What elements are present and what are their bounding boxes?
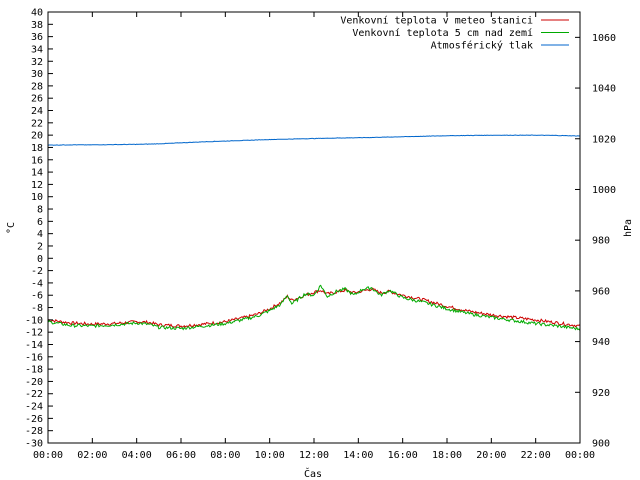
y-tick-label: -2 [31, 266, 43, 277]
x-tick-label: 18:00 [432, 450, 462, 461]
y-tick-label: -6 [31, 291, 43, 302]
y2-tick-label: 1020 [592, 134, 616, 145]
legend-label-3: Atmosférický tlak [431, 40, 533, 52]
y-tick-label: 24 [31, 106, 43, 117]
y-tick-label: 12 [31, 180, 43, 191]
y-tick-label: 38 [31, 20, 43, 31]
y-tick-label: -16 [25, 352, 43, 363]
series-line-3 [47, 134, 581, 146]
y2-tick-label: 980 [592, 236, 610, 247]
x-tick-label: 16:00 [388, 450, 418, 461]
x-tick-label: 14:00 [343, 450, 373, 461]
y-tick-label: 8 [37, 205, 43, 216]
y-tick-label: 28 [31, 81, 43, 92]
y-tick-label: 6 [37, 217, 43, 228]
x-tick-label: 00:00 [33, 450, 63, 461]
legend-label-2: Venkovní teplota 5 cm nad zemí [352, 27, 533, 39]
y-tick-label: -18 [25, 365, 43, 376]
x-tick-label: 08:00 [210, 450, 240, 461]
y2-tick-label: 920 [592, 388, 610, 399]
y-tick-label: 18 [31, 143, 43, 154]
y-tick-label: 36 [31, 32, 43, 43]
axes: 00:00 02:00 04:00 06:00 08:00 10:00 12:00 14:00… [25, 8, 616, 462]
y-tick-label: 2 [37, 241, 43, 252]
series-line-2 [47, 284, 581, 331]
y-tick-label: 4 [37, 229, 43, 240]
y2-tick-label: 960 [592, 286, 610, 297]
plot-area [47, 134, 581, 331]
x-tick-label: 12:00 [299, 450, 329, 461]
x-tick-label: 20:00 [476, 450, 506, 461]
y-tick-label: 14 [31, 168, 43, 179]
x-tick-label: 06:00 [166, 450, 196, 461]
legend-label-1: Venkovní teplota v meteo stanici [340, 15, 533, 27]
x-tick-label: 10:00 [255, 450, 285, 461]
y-tick-label: 0 [37, 254, 43, 265]
y-tick-label: -10 [25, 315, 43, 326]
y2-tick-label: 1040 [592, 84, 616, 95]
y-tick-label: 32 [31, 57, 43, 68]
y-tick-label: 10 [31, 192, 43, 203]
y-tick-label: 16 [31, 155, 43, 166]
y-tick-label: -26 [25, 414, 43, 425]
y-axis-title: °C [6, 222, 17, 234]
y2-tick-label: 1060 [592, 33, 616, 44]
x-axis-title: Čas [304, 467, 322, 480]
y-tick-label: -14 [25, 340, 43, 351]
y-tick-label: 26 [31, 94, 43, 105]
y-tick-label: 40 [31, 8, 43, 19]
y-tick-label: -28 [25, 426, 43, 437]
y-tick-label: -20 [25, 377, 43, 388]
y-tick-label: -22 [25, 389, 43, 400]
x-tick-label: 00:00 [565, 450, 595, 461]
y-tick-label: -8 [31, 303, 43, 314]
y-tick-label: -12 [25, 328, 43, 339]
x-tick-label: 02:00 [77, 450, 107, 461]
y-tick-label: 34 [31, 44, 43, 55]
y2-tick-label: 940 [592, 337, 610, 348]
y-tick-label: -24 [25, 402, 43, 413]
y2-tick-label: 900 [592, 439, 610, 450]
y2-axis-title: hPa [623, 219, 634, 237]
y-tick-label: 20 [31, 131, 43, 142]
y-tick-label: -4 [31, 278, 43, 289]
y2-tick-label: 1000 [592, 185, 616, 196]
x-tick-label: 22:00 [521, 450, 551, 461]
x-tick-label: 04:00 [122, 450, 152, 461]
y-tick-label: 22 [31, 118, 43, 129]
legend: Venkovní teplota v meteo staniciVenkovní… [340, 15, 569, 52]
y-tick-label: 30 [31, 69, 43, 80]
y-tick-label: -30 [25, 439, 43, 450]
